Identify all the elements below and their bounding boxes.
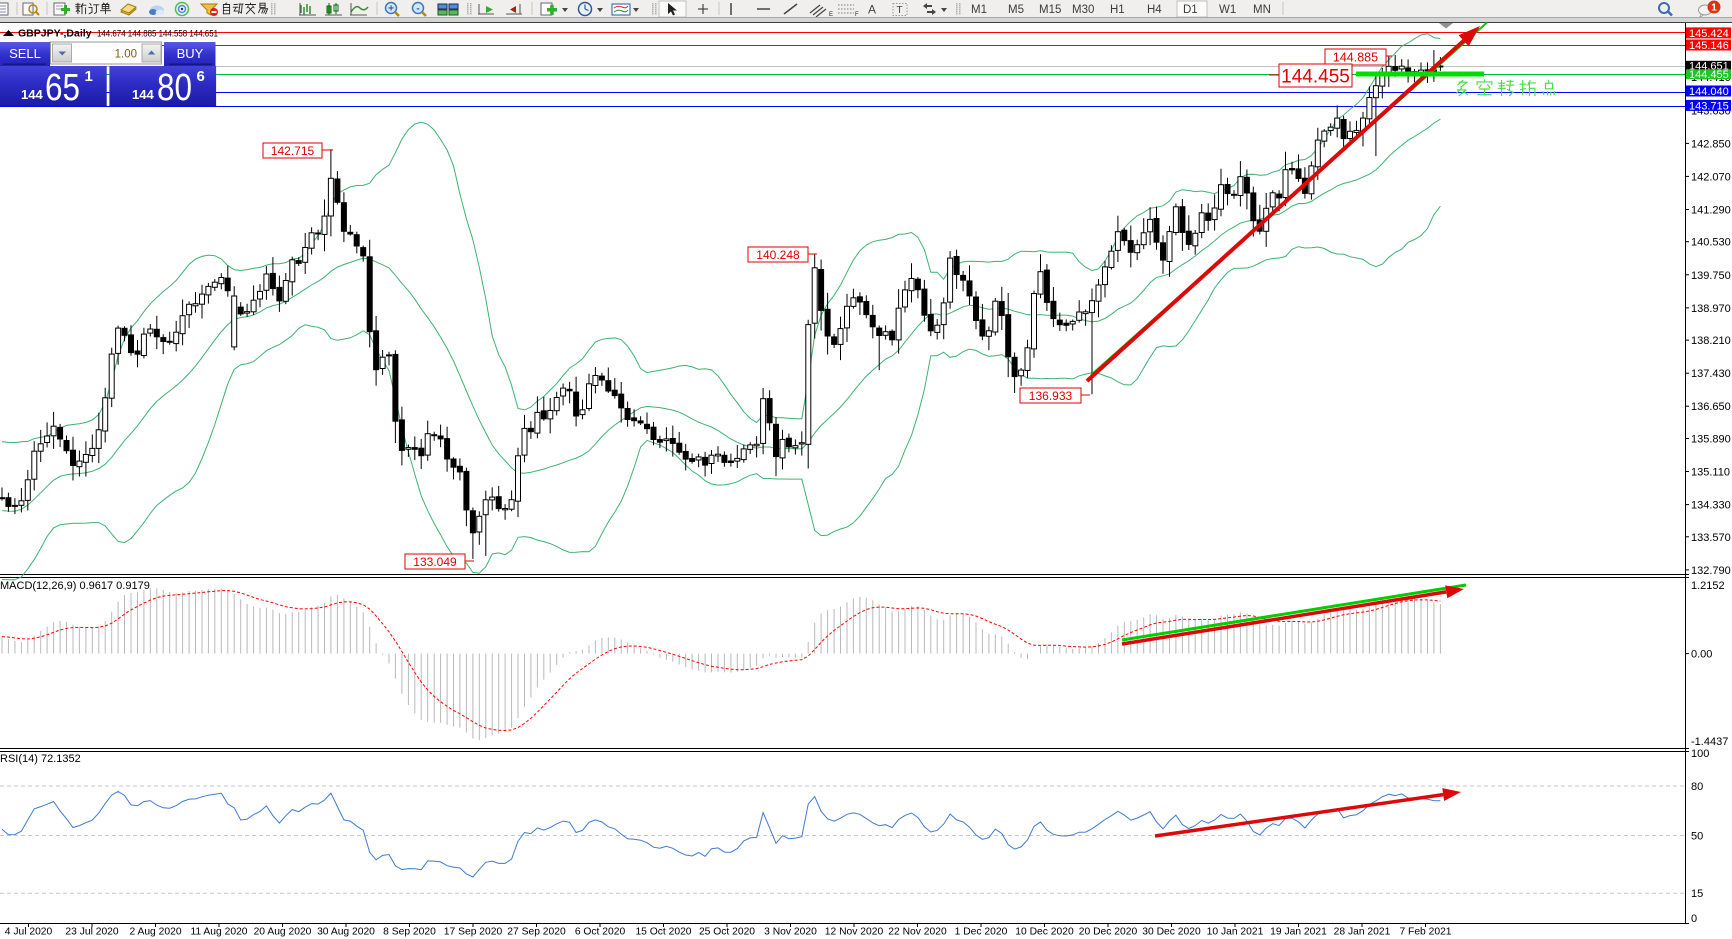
svg-text:15 Oct 2020: 15 Oct 2020 — [635, 927, 691, 938]
svg-text:144.040: 144.040 — [1689, 86, 1729, 98]
svg-text:0: 0 — [1691, 913, 1697, 925]
svg-text:144.885: 144.885 — [1333, 51, 1378, 65]
svg-text:20 Aug 2020: 20 Aug 2020 — [254, 927, 312, 938]
svg-text:140.248: 140.248 — [756, 248, 800, 262]
svg-text:22 Nov 2020: 22 Nov 2020 — [888, 927, 947, 938]
svg-text:144: 144 — [21, 87, 43, 102]
svg-text:138.210: 138.210 — [1691, 335, 1731, 347]
svg-text:D1: D1 — [1183, 4, 1198, 16]
svg-text:144.455: 144.455 — [1281, 66, 1350, 87]
svg-text:M1: M1 — [971, 4, 987, 16]
svg-text:28 Jan 2021: 28 Jan 2021 — [1334, 927, 1391, 938]
svg-text:F: F — [855, 12, 859, 17]
svg-text:132.790: 132.790 — [1691, 565, 1731, 577]
svg-text:RSI(14) 72.1352: RSI(14) 72.1352 — [0, 753, 81, 765]
svg-text:6: 6 — [197, 68, 205, 85]
svg-text:141.290: 141.290 — [1691, 205, 1731, 217]
svg-text:50: 50 — [1691, 831, 1703, 843]
svg-text:143.715: 143.715 — [1689, 100, 1729, 112]
svg-text:142.070: 142.070 — [1691, 171, 1731, 183]
svg-text:133.570: 133.570 — [1691, 532, 1731, 544]
svg-text:BUY: BUY — [177, 46, 204, 61]
svg-text:135.890: 135.890 — [1691, 434, 1731, 446]
svg-text:145.146: 145.146 — [1689, 40, 1729, 52]
svg-text:GBPJPY-,Daily: GBPJPY-,Daily — [18, 28, 92, 40]
svg-text:1.00: 1.00 — [115, 49, 137, 61]
svg-text:W1: W1 — [1219, 4, 1236, 16]
svg-text:1: 1 — [85, 68, 93, 85]
svg-text:140.530: 140.530 — [1691, 237, 1731, 249]
svg-text:137.430: 137.430 — [1691, 368, 1731, 380]
svg-text:MN: MN — [1253, 4, 1271, 16]
svg-text:80: 80 — [157, 67, 192, 109]
svg-text:A: A — [868, 3, 876, 17]
svg-text:1: 1 — [1711, 3, 1717, 14]
svg-text:H1: H1 — [1110, 4, 1125, 16]
svg-text:1.2152: 1.2152 — [1691, 580, 1725, 592]
svg-text:65: 65 — [45, 67, 80, 109]
svg-text:8 Sep 2020: 8 Sep 2020 — [383, 927, 436, 938]
svg-text:142.715: 142.715 — [271, 144, 315, 158]
svg-text:100: 100 — [1691, 748, 1709, 760]
svg-text:30 Dec 2020: 30 Dec 2020 — [1142, 927, 1201, 938]
svg-text:139.750: 139.750 — [1691, 270, 1731, 282]
svg-text:144.455: 144.455 — [1689, 69, 1729, 81]
svg-text:12 Nov 2020: 12 Nov 2020 — [825, 927, 884, 938]
svg-text:3 Nov 2020: 3 Nov 2020 — [764, 927, 817, 938]
svg-text:80: 80 — [1691, 781, 1703, 793]
svg-text:134.330: 134.330 — [1691, 500, 1731, 512]
svg-text:27 Sep 2020: 27 Sep 2020 — [507, 927, 566, 938]
svg-text:15: 15 — [1691, 888, 1703, 900]
svg-text:6 Oct 2020: 6 Oct 2020 — [575, 927, 626, 938]
svg-text:19 Jan 2021: 19 Jan 2021 — [1270, 927, 1327, 938]
svg-text:136.933: 136.933 — [1029, 389, 1073, 403]
svg-text:M5: M5 — [1008, 4, 1024, 16]
svg-text:2 Aug 2020: 2 Aug 2020 — [129, 927, 181, 938]
svg-text:138.970: 138.970 — [1691, 303, 1731, 315]
svg-text:23 Jul 2020: 23 Jul 2020 — [65, 927, 119, 938]
svg-text:135.110: 135.110 — [1691, 467, 1730, 479]
svg-text:7 Feb 2021: 7 Feb 2021 — [1399, 927, 1451, 938]
svg-text:17 Sep 2020: 17 Sep 2020 — [444, 927, 503, 938]
svg-text:SELL: SELL — [9, 46, 41, 61]
svg-text:4 Jul 2020: 4 Jul 2020 — [5, 927, 53, 938]
svg-text:11 Aug 2020: 11 Aug 2020 — [190, 927, 247, 938]
svg-text:136.650: 136.650 — [1691, 401, 1731, 413]
svg-text:133.049: 133.049 — [413, 555, 457, 569]
svg-text:E: E — [829, 12, 833, 17]
svg-text:145.424: 145.424 — [1689, 28, 1729, 40]
svg-text:M30: M30 — [1072, 4, 1094, 16]
svg-text:25 Oct 2020: 25 Oct 2020 — [699, 927, 755, 938]
svg-text:1 Dec 2020: 1 Dec 2020 — [955, 927, 1008, 938]
svg-text:142.850: 142.850 — [1691, 138, 1731, 150]
svg-text:30 Aug 2020: 30 Aug 2020 — [317, 927, 375, 938]
svg-text:144.674 144.885 144.558 144.65: 144.674 144.885 144.558 144.651 — [97, 29, 218, 39]
svg-text:M15: M15 — [1039, 4, 1061, 16]
svg-text:H4: H4 — [1147, 4, 1162, 16]
svg-text:+: + — [388, 4, 394, 15]
svg-text:10 Jan 2021: 10 Jan 2021 — [1207, 927, 1264, 938]
svg-text:MACD(12,26,9) 0.9617 0.9179: MACD(12,26,9) 0.9617 0.9179 — [0, 580, 150, 592]
svg-text:0.00: 0.00 — [1691, 649, 1712, 661]
svg-text:10 Dec 2020: 10 Dec 2020 — [1015, 927, 1074, 938]
svg-text:-: - — [416, 4, 419, 15]
svg-text:144: 144 — [132, 87, 154, 102]
svg-text:-1.4437: -1.4437 — [1691, 736, 1728, 748]
svg-text:20 Dec 2020: 20 Dec 2020 — [1079, 927, 1138, 938]
svg-text:T: T — [897, 5, 903, 16]
